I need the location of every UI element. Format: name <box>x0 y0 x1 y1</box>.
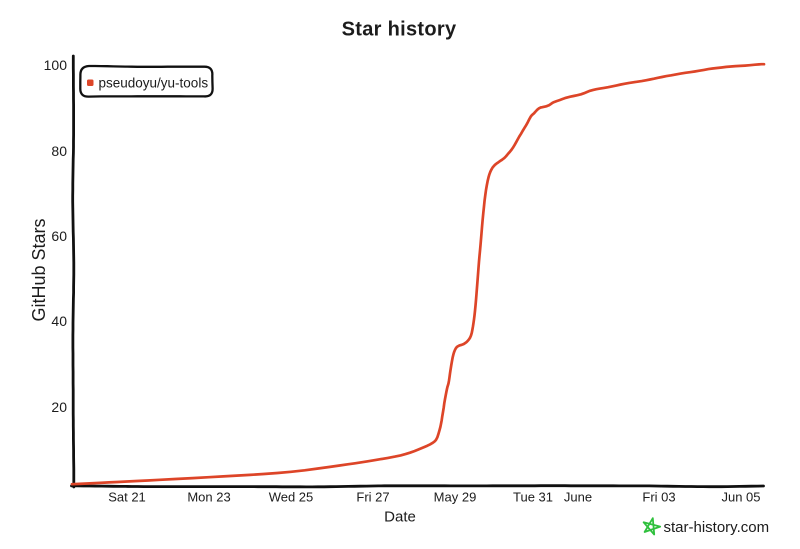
svg-text:Wed 25: Wed 25 <box>269 489 314 504</box>
svg-text:80: 80 <box>51 143 67 159</box>
svg-text:Fri 03: Fri 03 <box>642 489 675 504</box>
svg-text:40: 40 <box>51 313 67 329</box>
svg-text:Mon 23: Mon 23 <box>187 489 230 504</box>
svg-text:Date: Date <box>384 509 416 526</box>
svg-text:Star history: Star history <box>342 19 457 41</box>
svg-text:Fri 27: Fri 27 <box>356 489 389 504</box>
svg-text:GitHub Stars: GitHub Stars <box>29 218 49 321</box>
svg-text:60: 60 <box>51 228 67 244</box>
svg-text:Jun 05: Jun 05 <box>721 489 760 504</box>
svg-text:pseudoyu/yu-tools: pseudoyu/yu-tools <box>99 76 209 91</box>
svg-text:May 29: May 29 <box>434 489 477 504</box>
svg-text:star-history.com: star-history.com <box>664 519 770 536</box>
svg-text:20: 20 <box>51 399 67 415</box>
svg-text:100: 100 <box>44 57 68 73</box>
svg-text:Sat 21: Sat 21 <box>108 489 146 504</box>
svg-text:June: June <box>564 489 592 504</box>
svg-text:Tue 31: Tue 31 <box>513 489 553 504</box>
